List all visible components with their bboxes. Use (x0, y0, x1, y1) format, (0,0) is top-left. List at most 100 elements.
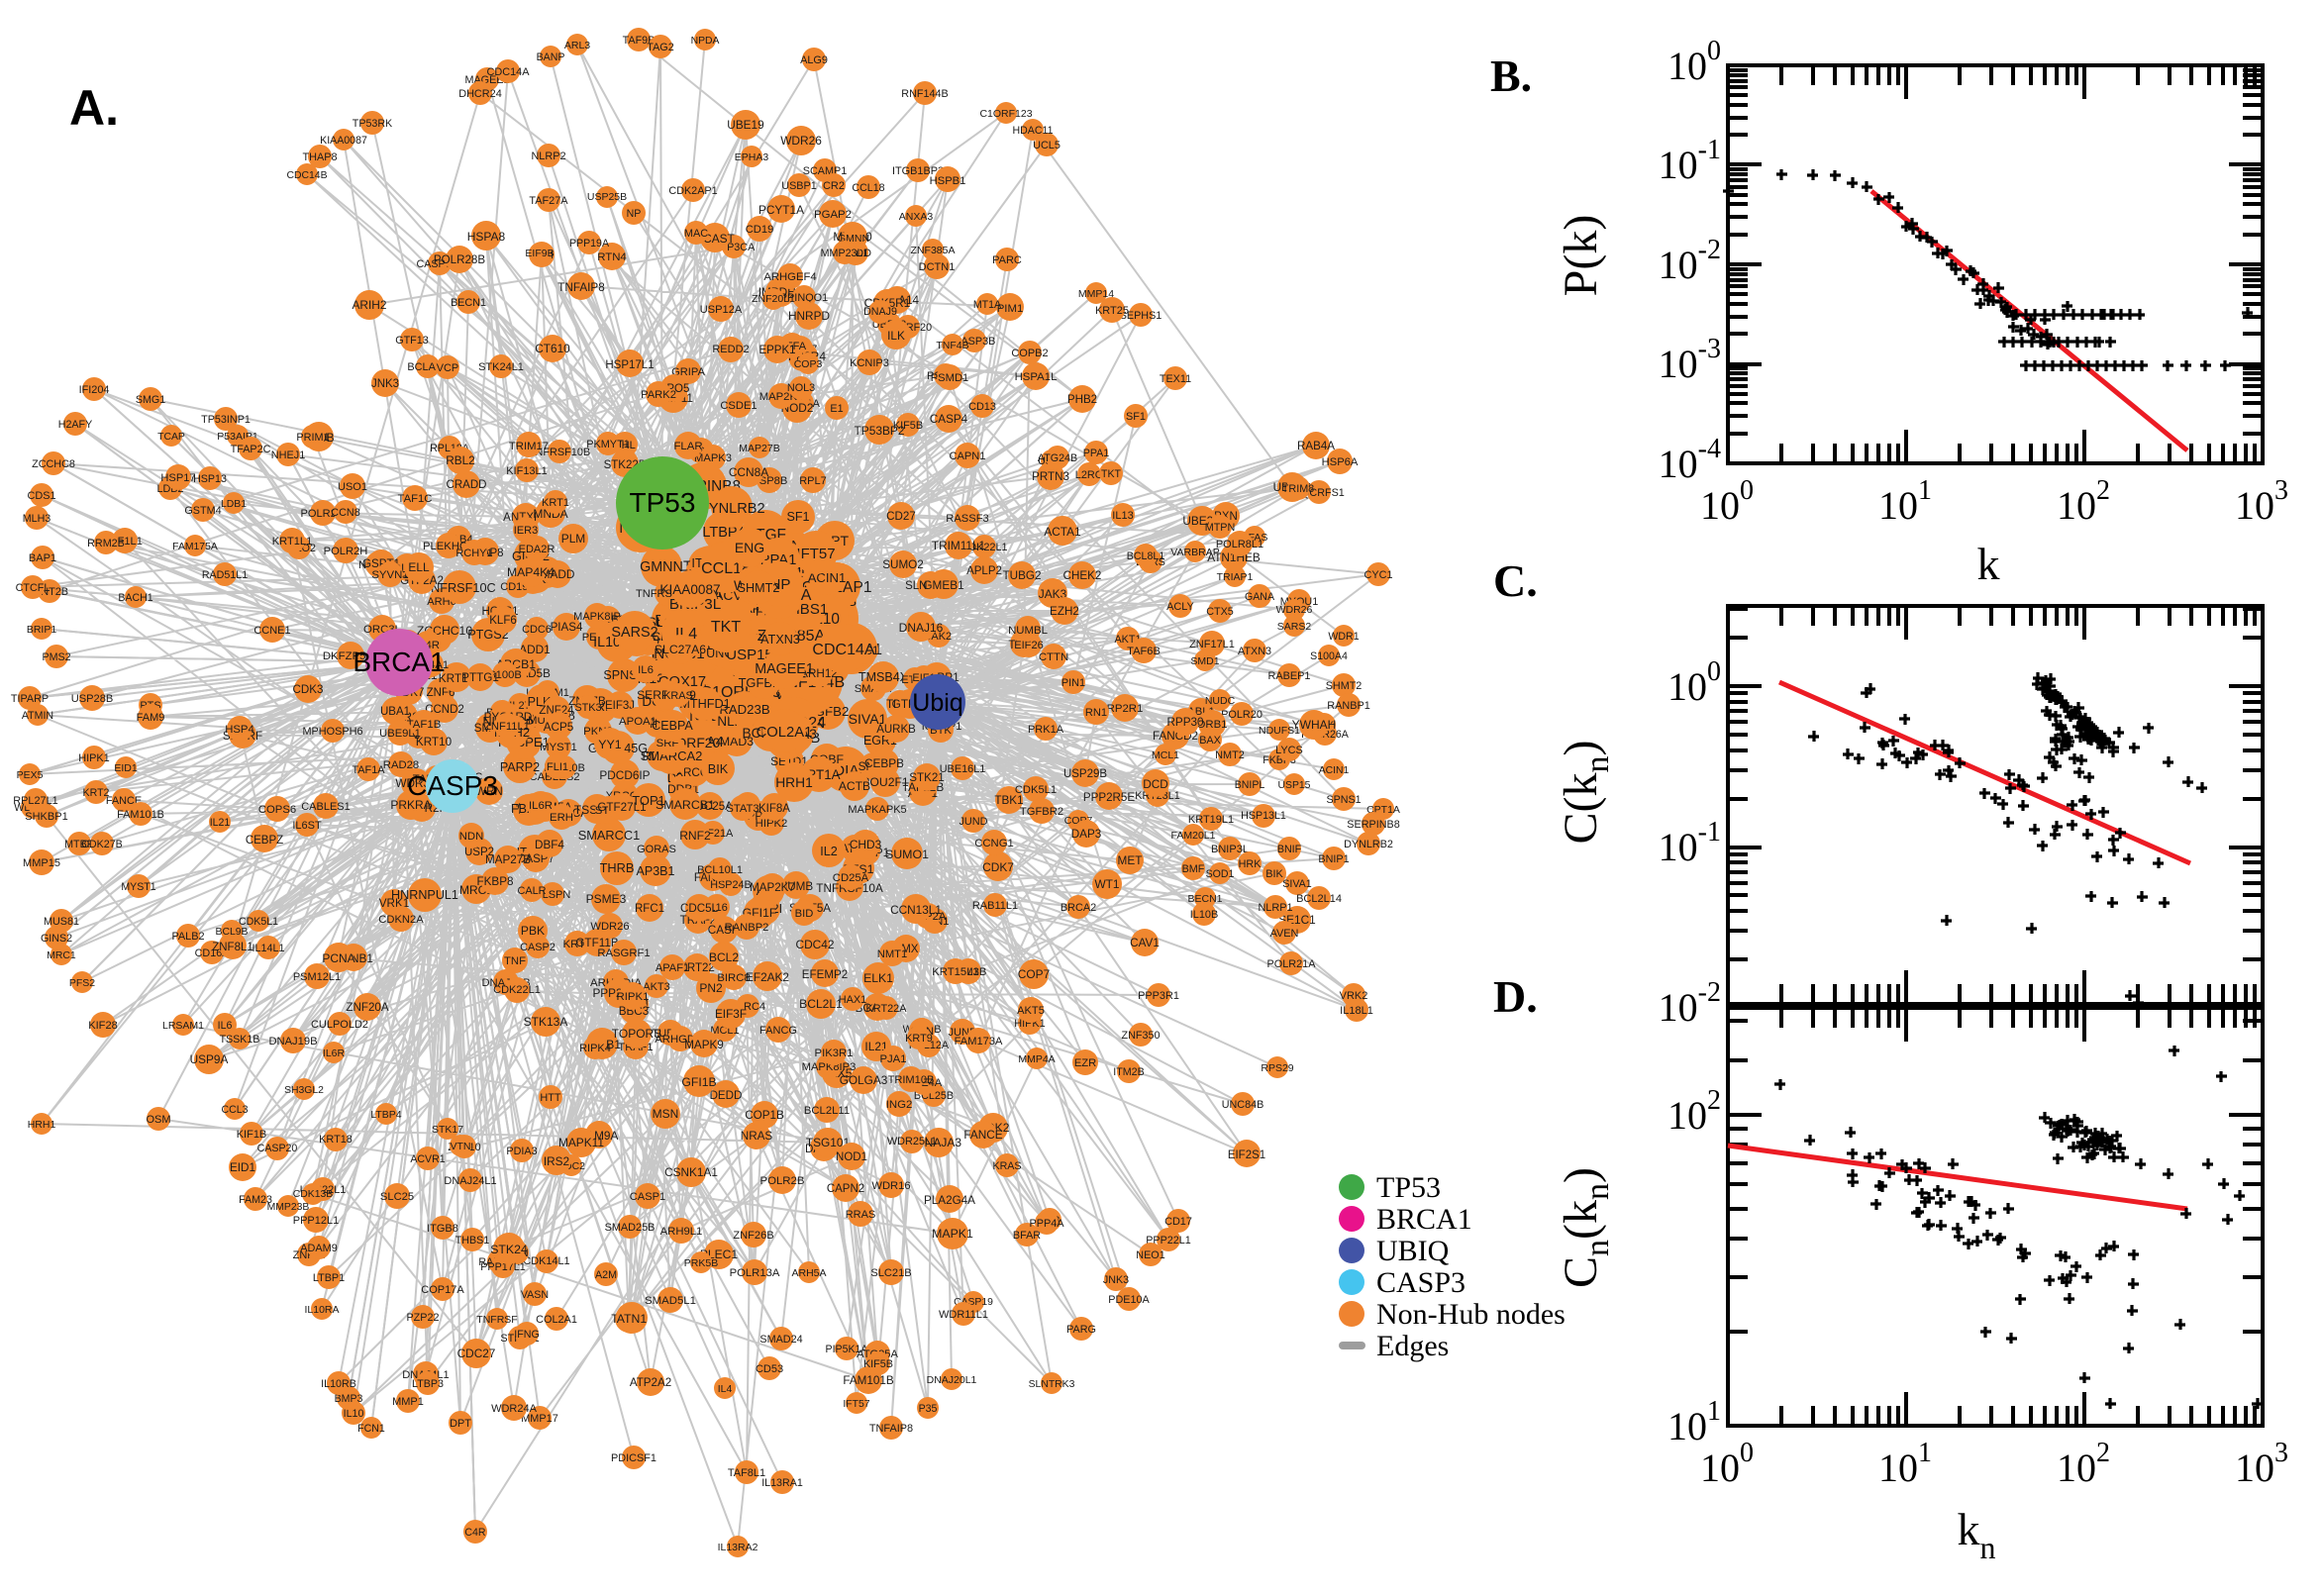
svg-text:KRT18: KRT18 (319, 1134, 353, 1146)
svg-text:MAPK3: MAPK3 (694, 452, 732, 464)
svg-text:TKT: TKT (711, 619, 741, 636)
svg-text:COL2A1: COL2A1 (536, 1314, 577, 1326)
svg-text:SLC25: SLC25 (380, 1191, 414, 1203)
svg-text:BNIP1: BNIP1 (1318, 853, 1349, 865)
svg-text:CCL3: CCL3 (221, 1104, 248, 1116)
svg-text:AVEN: AVEN (1270, 928, 1299, 940)
svg-text:RABEP1: RABEP1 (1268, 670, 1311, 682)
svg-text:LTBP4: LTBP4 (370, 1109, 401, 1121)
svg-text:100: 100 (1667, 656, 1721, 709)
svg-text:UBE19: UBE19 (727, 118, 763, 132)
svg-text:KRAS: KRAS (663, 690, 693, 702)
svg-text:ELK1: ELK1 (863, 971, 893, 985)
svg-text:PLA2G4A: PLA2G4A (924, 1194, 975, 1207)
svg-text:HSPA1L: HSPA1L (1015, 371, 1058, 383)
svg-text:FANCE: FANCE (963, 1128, 1002, 1142)
svg-text:GFI1B: GFI1B (681, 1075, 716, 1089)
svg-text:ATP2A2: ATP2A2 (630, 1376, 671, 1389)
svg-text:MAP27B: MAP27B (485, 853, 531, 866)
svg-text:ELL: ELL (408, 560, 430, 574)
svg-text:IL6R: IL6R (323, 1047, 346, 1059)
svg-text:BECN1: BECN1 (1187, 893, 1222, 905)
svg-text:SUMO2: SUMO2 (882, 558, 924, 571)
svg-text:HSP6A: HSP6A (1322, 456, 1359, 468)
svg-text:CTX5: CTX5 (1206, 606, 1234, 618)
svg-text:CR2: CR2 (823, 180, 845, 192)
svg-text:EZH2: EZH2 (1050, 605, 1079, 618)
svg-text:TNF4B: TNF4B (936, 340, 968, 351)
svg-text:DYNLRB2: DYNLRB2 (698, 501, 764, 517)
svg-text:RRAS: RRAS (846, 1209, 876, 1221)
svg-text:MAPK8IP: MAPK8IP (573, 611, 621, 623)
svg-text:ERH: ERH (550, 812, 573, 824)
svg-text:BCL9B: BCL9B (216, 927, 249, 938)
svg-text:BIK: BIK (708, 762, 729, 776)
svg-text:APAF1: APAF1 (656, 962, 689, 974)
svg-text:FANCG: FANCG (759, 1025, 797, 1037)
svg-text:HSPA8: HSPA8 (467, 230, 506, 244)
svg-text:CDC14A: CDC14A (812, 642, 874, 658)
svg-text:TNFAIP8: TNFAIP8 (557, 281, 604, 294)
svg-text:PJA1: PJA1 (879, 1053, 906, 1065)
svg-text:SARS2: SARS2 (611, 625, 657, 641)
svg-text:PPP19A: PPP19A (569, 238, 610, 249)
svg-text:CCL18: CCL18 (852, 182, 884, 194)
svg-text:EZR: EZR (1074, 1057, 1096, 1069)
svg-text:CDK14L1: CDK14L1 (523, 1255, 569, 1267)
svg-text:FAM101B: FAM101B (117, 809, 164, 821)
svg-text:TNFRSF: TNFRSF (476, 1314, 517, 1326)
svg-text:KRT9: KRT9 (905, 1033, 933, 1045)
svg-text:MADD: MADD (541, 567, 575, 581)
svg-text:FKBP8: FKBP8 (476, 875, 513, 888)
svg-text:DNAJ16: DNAJ16 (899, 621, 944, 635)
svg-text:CALR: CALR (517, 885, 546, 897)
svg-text:DNAJA3: DNAJA3 (916, 1136, 961, 1149)
svg-text:NPDA: NPDA (691, 36, 720, 47)
svg-text:EIF2S1: EIF2S1 (1228, 1149, 1265, 1161)
svg-text:DKFZP564: DKFZP564 (323, 650, 378, 662)
svg-text:ZNF20L1: ZNF20L1 (752, 293, 795, 305)
svg-text:SMAD5L1: SMAD5L1 (645, 1295, 696, 1307)
svg-text:CYC1: CYC1 (1364, 569, 1392, 581)
svg-text:PSMD1: PSMD1 (931, 372, 969, 384)
svg-text:P35: P35 (919, 1403, 938, 1415)
svg-text:LRSAM1: LRSAM1 (162, 1020, 204, 1032)
svg-text:BRIP1: BRIP1 (27, 624, 57, 636)
svg-text:IL13RA2: IL13RA2 (718, 1542, 758, 1553)
svg-text:MRC1: MRC1 (47, 950, 76, 961)
svg-text:Ubiq: Ubiq (912, 689, 962, 717)
svg-text:WDR26: WDR26 (1276, 604, 1313, 616)
svg-text:CDC6: CDC6 (522, 624, 552, 636)
svg-text:GMEB1: GMEB1 (923, 578, 963, 592)
svg-text:SLC27A6: SLC27A6 (655, 643, 706, 656)
svg-text:RTN4: RTN4 (597, 251, 627, 263)
svg-text:UBIQ: UBIQ (1376, 1235, 1450, 1267)
svg-text:PPP22L1: PPP22L1 (1146, 1235, 1191, 1247)
svg-text:CCN8A: CCN8A (729, 465, 768, 479)
svg-text:CDK22L1: CDK22L1 (960, 542, 1007, 553)
svg-text:P(k): P(k) (1555, 215, 1607, 297)
svg-text:Edges: Edges (1376, 1330, 1449, 1362)
svg-text:EIF26: EIF26 (1014, 640, 1044, 651)
svg-text:SHMT2: SHMT2 (738, 581, 780, 595)
svg-text:TNFRSF10C: TNFRSF10C (423, 581, 495, 595)
svg-text:KRT22A: KRT22A (866, 1003, 908, 1015)
svg-text:PCNA: PCNA (322, 951, 354, 965)
svg-text:PARK2: PARK2 (641, 389, 676, 401)
svg-text:HSP13L1: HSP13L1 (1241, 810, 1286, 822)
svg-text:ITGB1BP3: ITGB1BP3 (892, 165, 944, 177)
svg-text:D.: D. (1493, 971, 1538, 1022)
svg-text:TP53BP2: TP53BP2 (855, 424, 905, 438)
svg-text:LYCS: LYCS (1275, 745, 1303, 756)
svg-text:MAPK11: MAPK11 (558, 1136, 604, 1149)
svg-text:EPHA3: EPHA3 (735, 151, 769, 163)
svg-text:TP53INP1: TP53INP1 (201, 414, 251, 426)
svg-text:USP29B: USP29B (1063, 768, 1107, 780)
svg-text:TOPORS: TOPORS (612, 1027, 661, 1041)
svg-text:CLSPN: CLSPN (535, 889, 571, 901)
svg-text:RAB4A: RAB4A (1297, 440, 1335, 452)
svg-text:CDK3: CDK3 (293, 683, 324, 696)
svg-text:KIAA0087: KIAA0087 (659, 582, 720, 597)
svg-text:EID1: EID1 (114, 762, 138, 774)
svg-text:HIPK1: HIPK1 (78, 752, 109, 764)
